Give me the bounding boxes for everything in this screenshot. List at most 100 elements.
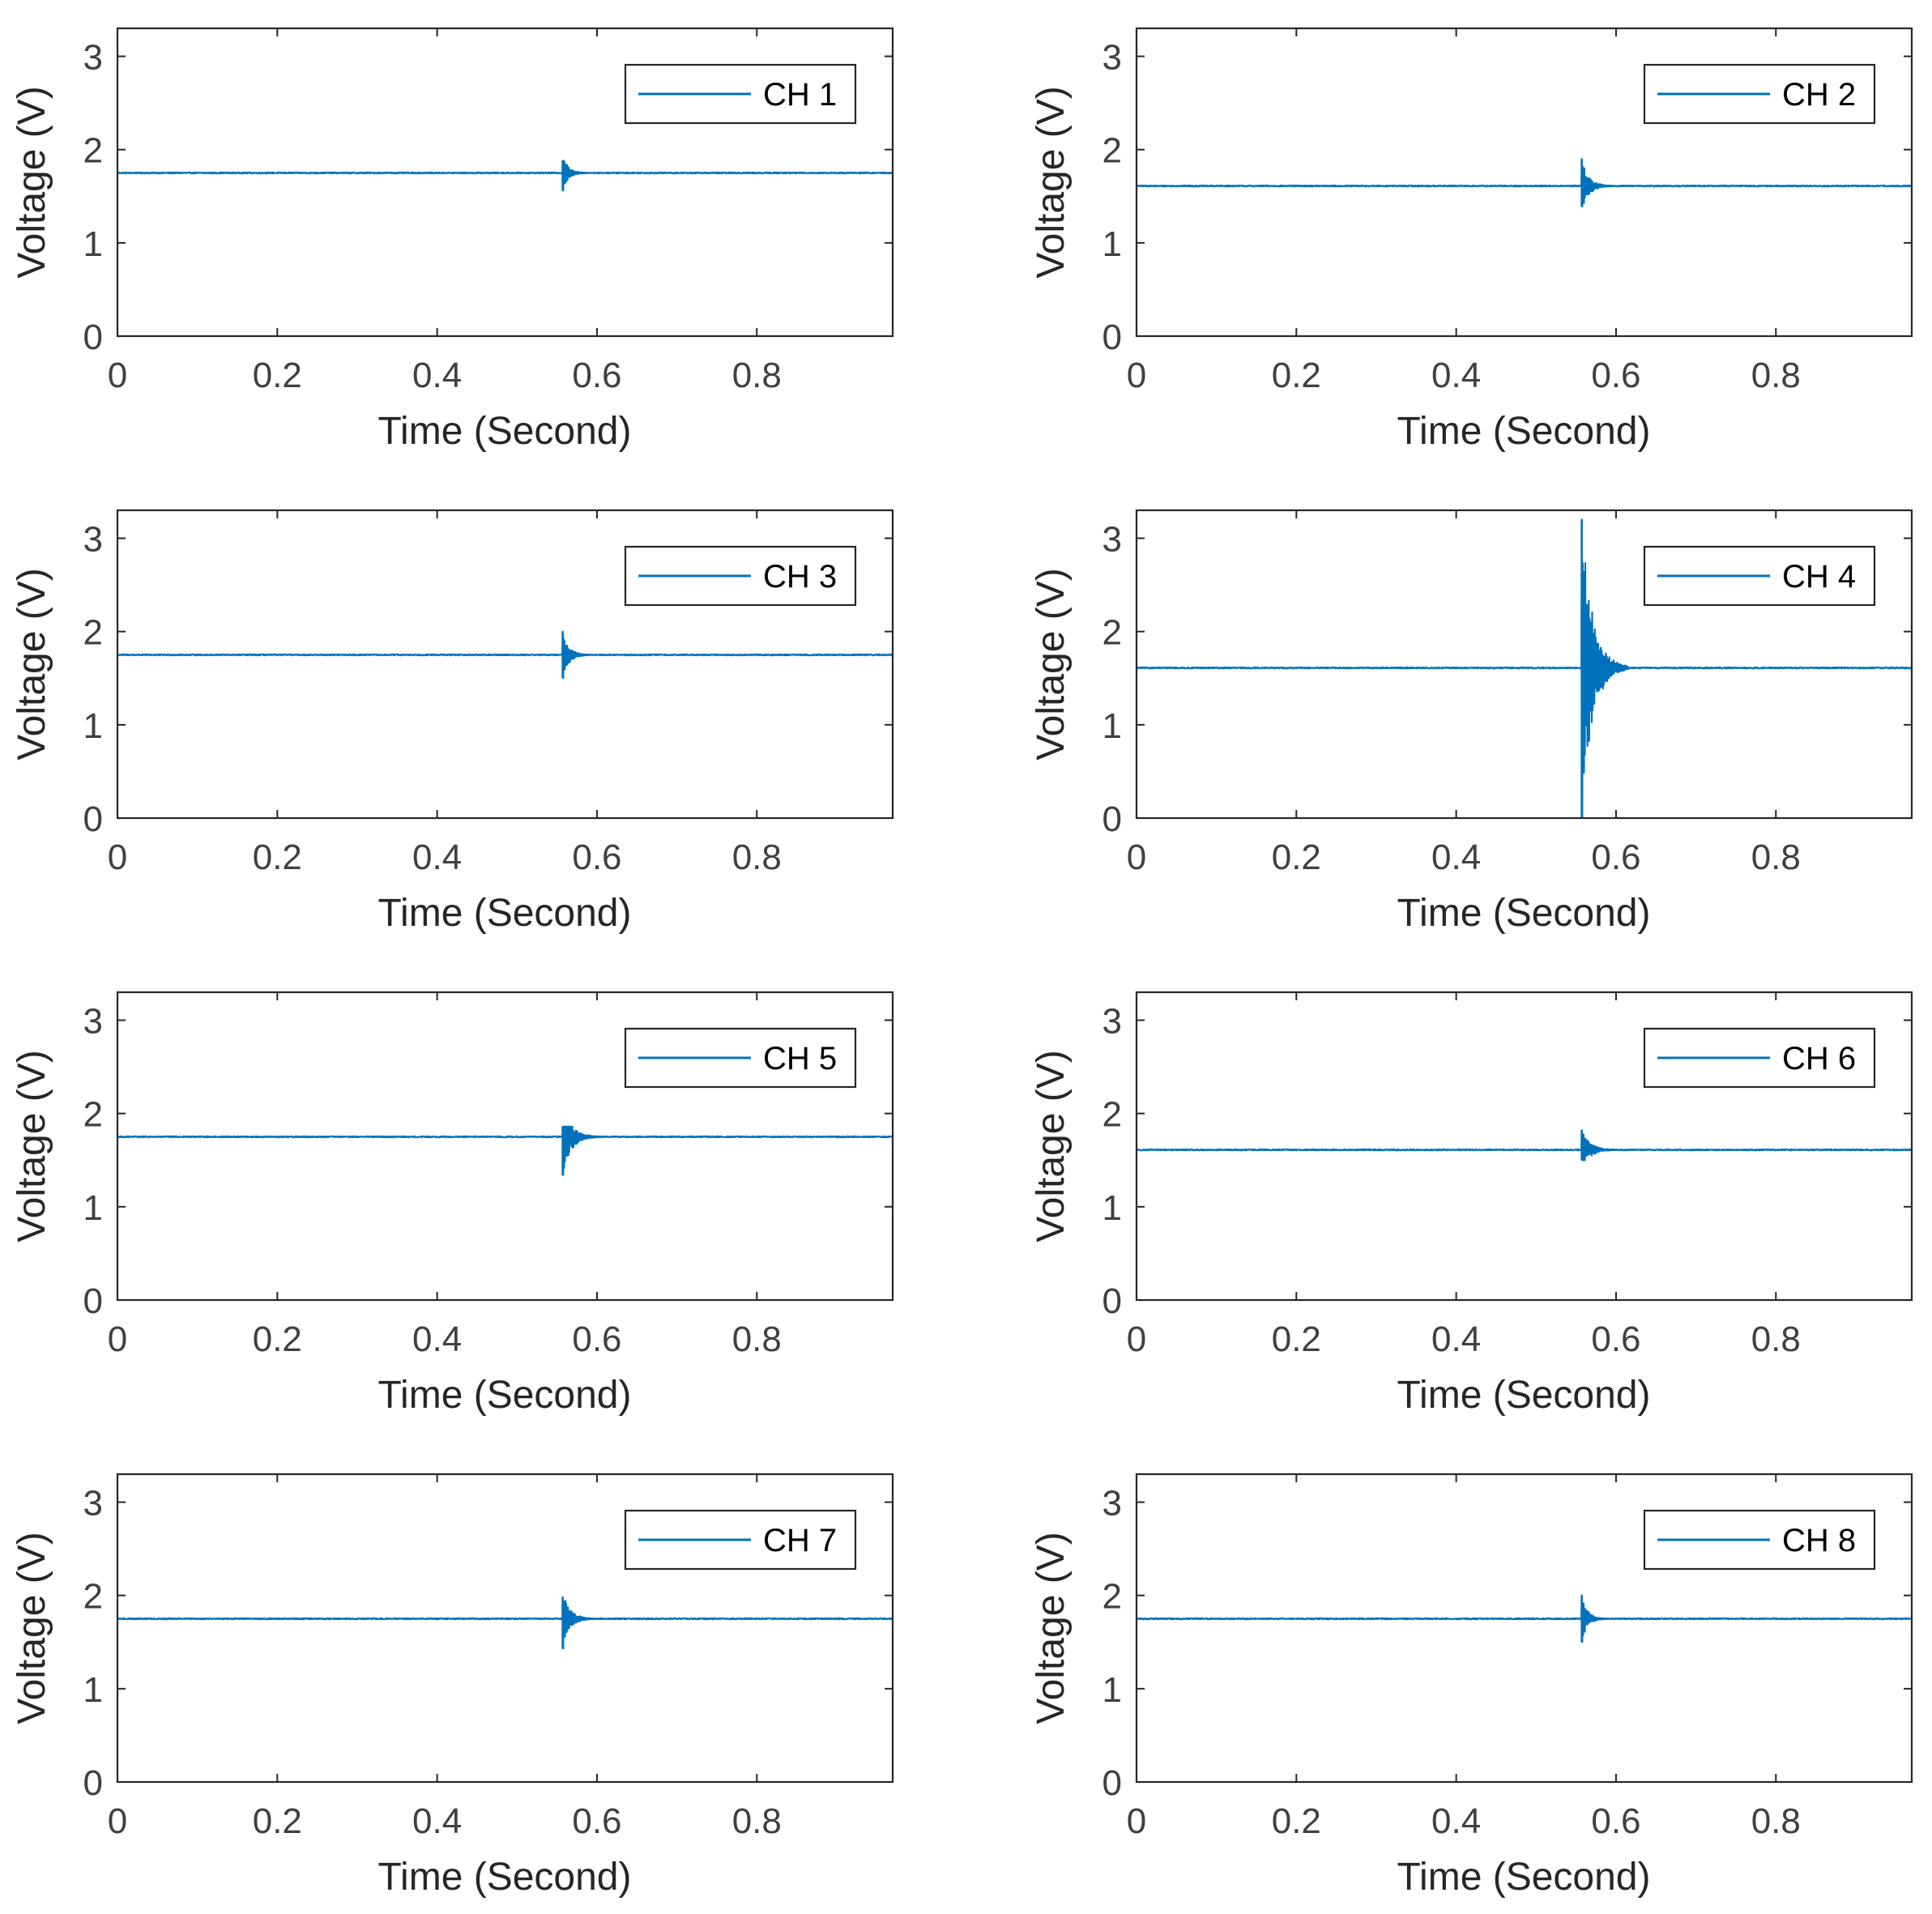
- x-tick-label: 0.6: [572, 1319, 621, 1359]
- y-tick-label: 0: [83, 1763, 103, 1803]
- x-tick-label: 0.2: [1272, 838, 1321, 877]
- y-axis-label: Voltage (V): [11, 86, 53, 278]
- chart-panel-3: 0 0.2 0.4 0.6 0.8 0 1 2 3 Time (Second) Voltage (V…: [11, 509, 894, 935]
- legend-label: CH 1: [763, 77, 837, 113]
- chart-panel-8: 0 0.2 0.4 0.6 0.8 0 1 2 3 Time (Second) Voltage (V…: [1030, 1473, 1913, 1899]
- y-tick-label: 3: [83, 1002, 103, 1042]
- x-tick-label: 0.8: [1751, 1801, 1801, 1841]
- legend: CH 1: [624, 63, 857, 125]
- x-tick-label: 0.8: [732, 1801, 782, 1841]
- axes-box: [116, 991, 894, 1302]
- y-tick-label: 0: [83, 1281, 103, 1321]
- x-tick-label: 0: [1127, 1319, 1146, 1359]
- legend: CH 5: [624, 1027, 857, 1089]
- legend-label: CH 2: [1782, 77, 1856, 113]
- y-tick-label: 3: [1102, 1484, 1122, 1524]
- y-tick-label: 3: [1102, 520, 1122, 560]
- x-tick-label: 0: [1127, 1801, 1146, 1841]
- y-axis-label: Voltage (V): [1030, 568, 1073, 760]
- x-tick-label: 0: [108, 356, 127, 395]
- legend-label: CH 3: [763, 559, 837, 595]
- x-tick-label: 0.6: [572, 838, 621, 877]
- y-tick-label: 1: [1102, 1670, 1122, 1710]
- x-tick-label: 0.4: [412, 1319, 462, 1359]
- series-line: [1136, 1129, 1913, 1162]
- y-tick-label: 1: [1102, 224, 1122, 264]
- x-axis-label: Time (Second): [378, 892, 632, 935]
- x-tick-label: 0.6: [1591, 1801, 1640, 1841]
- y-tick-label: 2: [83, 131, 103, 171]
- x-tick-label: 0.2: [253, 1801, 302, 1841]
- x-tick-label: 0.8: [732, 838, 782, 877]
- x-tick-label: 0.2: [253, 838, 302, 877]
- x-tick-label: 0.8: [732, 1319, 782, 1359]
- y-tick-label: 3: [83, 38, 103, 78]
- x-tick-label: 0: [1127, 838, 1146, 877]
- y-axis-label: Voltage (V): [11, 1532, 53, 1724]
- x-tick-label: 0.6: [1591, 356, 1640, 395]
- x-tick-label: 0.8: [1751, 838, 1801, 877]
- y-tick-label: 1: [83, 224, 103, 264]
- x-axis-label: Time (Second): [378, 1856, 632, 1899]
- x-tick-label: 0: [108, 838, 127, 877]
- y-tick-label: 2: [83, 1577, 103, 1617]
- axes-box: [116, 1473, 894, 1784]
- x-tick-label: 0.2: [1272, 1319, 1321, 1359]
- y-axis-label: Voltage (V): [1030, 1050, 1073, 1242]
- y-tick-label: 3: [1102, 1002, 1122, 1042]
- y-tick-label: 1: [1102, 1188, 1122, 1228]
- series-line: [1136, 1594, 1913, 1643]
- y-tick-label: 3: [83, 520, 103, 560]
- x-axis-label: Time (Second): [1397, 892, 1651, 935]
- chart-panel-4: 0 0.2 0.4 0.6 0.8 0 1 2 3 Time (Second) Voltage (V…: [1030, 509, 1913, 935]
- x-tick-label: 0.6: [1591, 838, 1640, 877]
- x-tick-label: 0.4: [1431, 1319, 1481, 1359]
- legend: CH 7: [624, 1509, 857, 1571]
- x-tick-label: 0.8: [1751, 356, 1801, 395]
- y-tick-label: 3: [1102, 38, 1122, 78]
- chart-panel-5: 0 0.2 0.4 0.6 0.8 0 1 2 3 Time (Second) Voltage (V…: [11, 991, 894, 1417]
- series-line: [117, 1125, 893, 1176]
- y-tick-label: 2: [1102, 1577, 1122, 1617]
- y-axis-label: Voltage (V): [1030, 86, 1073, 278]
- x-tick-label: 0.8: [732, 356, 782, 395]
- x-tick-label: 0.4: [412, 1801, 462, 1841]
- legend-label: CH 7: [763, 1523, 837, 1558]
- axes-box: [1135, 1473, 1913, 1784]
- y-tick-label: 0: [1102, 1281, 1122, 1321]
- x-tick-label: 0.4: [1431, 838, 1481, 877]
- series-line: [117, 160, 893, 192]
- x-tick-label: 0.4: [1431, 1801, 1481, 1841]
- y-tick-label: 2: [83, 1095, 103, 1135]
- legend: CH 3: [624, 545, 857, 607]
- legend: CH 2: [1643, 63, 1876, 125]
- x-tick-label: 0.6: [572, 1801, 621, 1841]
- chart-panel-2: 0 0.2 0.4 0.6 0.8 0 1 2 3 Time (Second) Voltage (V…: [1030, 27, 1913, 453]
- series-line: [1136, 518, 1913, 820]
- y-tick-label: 1: [83, 1188, 103, 1228]
- chart-panel-1: 0 0.2 0.4 0.6 0.8 0 1 2 3 Time (Second) Voltage (V…: [11, 27, 894, 453]
- chart-panel-6: 0 0.2 0.4 0.6 0.8 0 1 2 3 Time (Second) Voltage (V…: [1030, 991, 1913, 1417]
- axes-box: [1135, 991, 1913, 1302]
- y-tick-label: 0: [1102, 799, 1122, 839]
- x-tick-label: 0.6: [572, 356, 621, 395]
- x-axis-label: Time (Second): [1397, 410, 1651, 453]
- x-axis-label: Time (Second): [378, 410, 632, 453]
- x-tick-label: 0.2: [1272, 356, 1321, 395]
- x-tick-label: 0.2: [1272, 1801, 1321, 1841]
- y-tick-label: 3: [83, 1484, 103, 1524]
- series-line: [117, 630, 893, 680]
- y-tick-label: 1: [83, 706, 103, 746]
- y-tick-label: 1: [1102, 706, 1122, 746]
- legend-label: CH 4: [1782, 559, 1856, 595]
- y-axis-label: Voltage (V): [11, 1050, 53, 1242]
- y-tick-label: 2: [1102, 1095, 1122, 1135]
- y-axis-label: Voltage (V): [1030, 1532, 1073, 1724]
- x-tick-label: 0: [108, 1801, 127, 1841]
- x-tick-label: 0: [1127, 356, 1146, 395]
- y-axis-label: Voltage (V): [11, 568, 53, 760]
- y-tick-label: 2: [83, 613, 103, 653]
- x-tick-label: 0.4: [412, 838, 462, 877]
- x-tick-label: 0.6: [1591, 1319, 1640, 1359]
